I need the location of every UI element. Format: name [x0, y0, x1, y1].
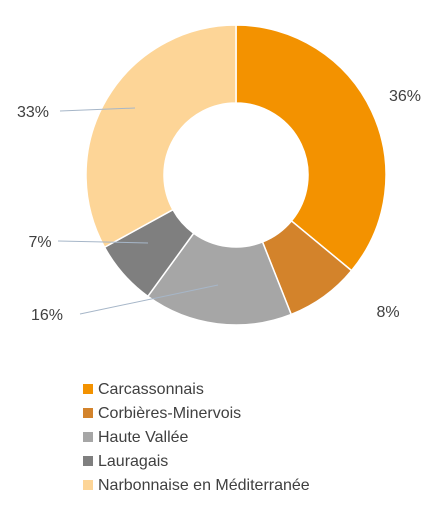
leader-line: [57, 240, 149, 244]
donut-slice: [85, 24, 237, 249]
legend-label: Narbonnaise en Méditerranée: [98, 477, 310, 494]
legend-swatch: [83, 480, 93, 490]
leader-line: [59, 107, 136, 112]
legend-label: Corbières-Minervois: [98, 405, 241, 422]
leader-line: [79, 284, 219, 315]
data-label: 16%: [31, 307, 63, 324]
legend-label: Carcassonnais: [98, 381, 204, 398]
legend-swatch: [83, 384, 93, 394]
legend-swatch: [83, 408, 93, 418]
legend-swatch: [83, 432, 93, 442]
data-label: 33%: [17, 104, 49, 121]
legend-label: Haute Vallée: [98, 429, 189, 446]
data-label: 8%: [376, 304, 399, 321]
legend-label: Lauragais: [98, 453, 168, 470]
data-label: 36%: [389, 88, 421, 105]
data-label: 7%: [28, 234, 51, 251]
donut-slice: [235, 24, 387, 272]
legend-swatch: [83, 456, 93, 466]
